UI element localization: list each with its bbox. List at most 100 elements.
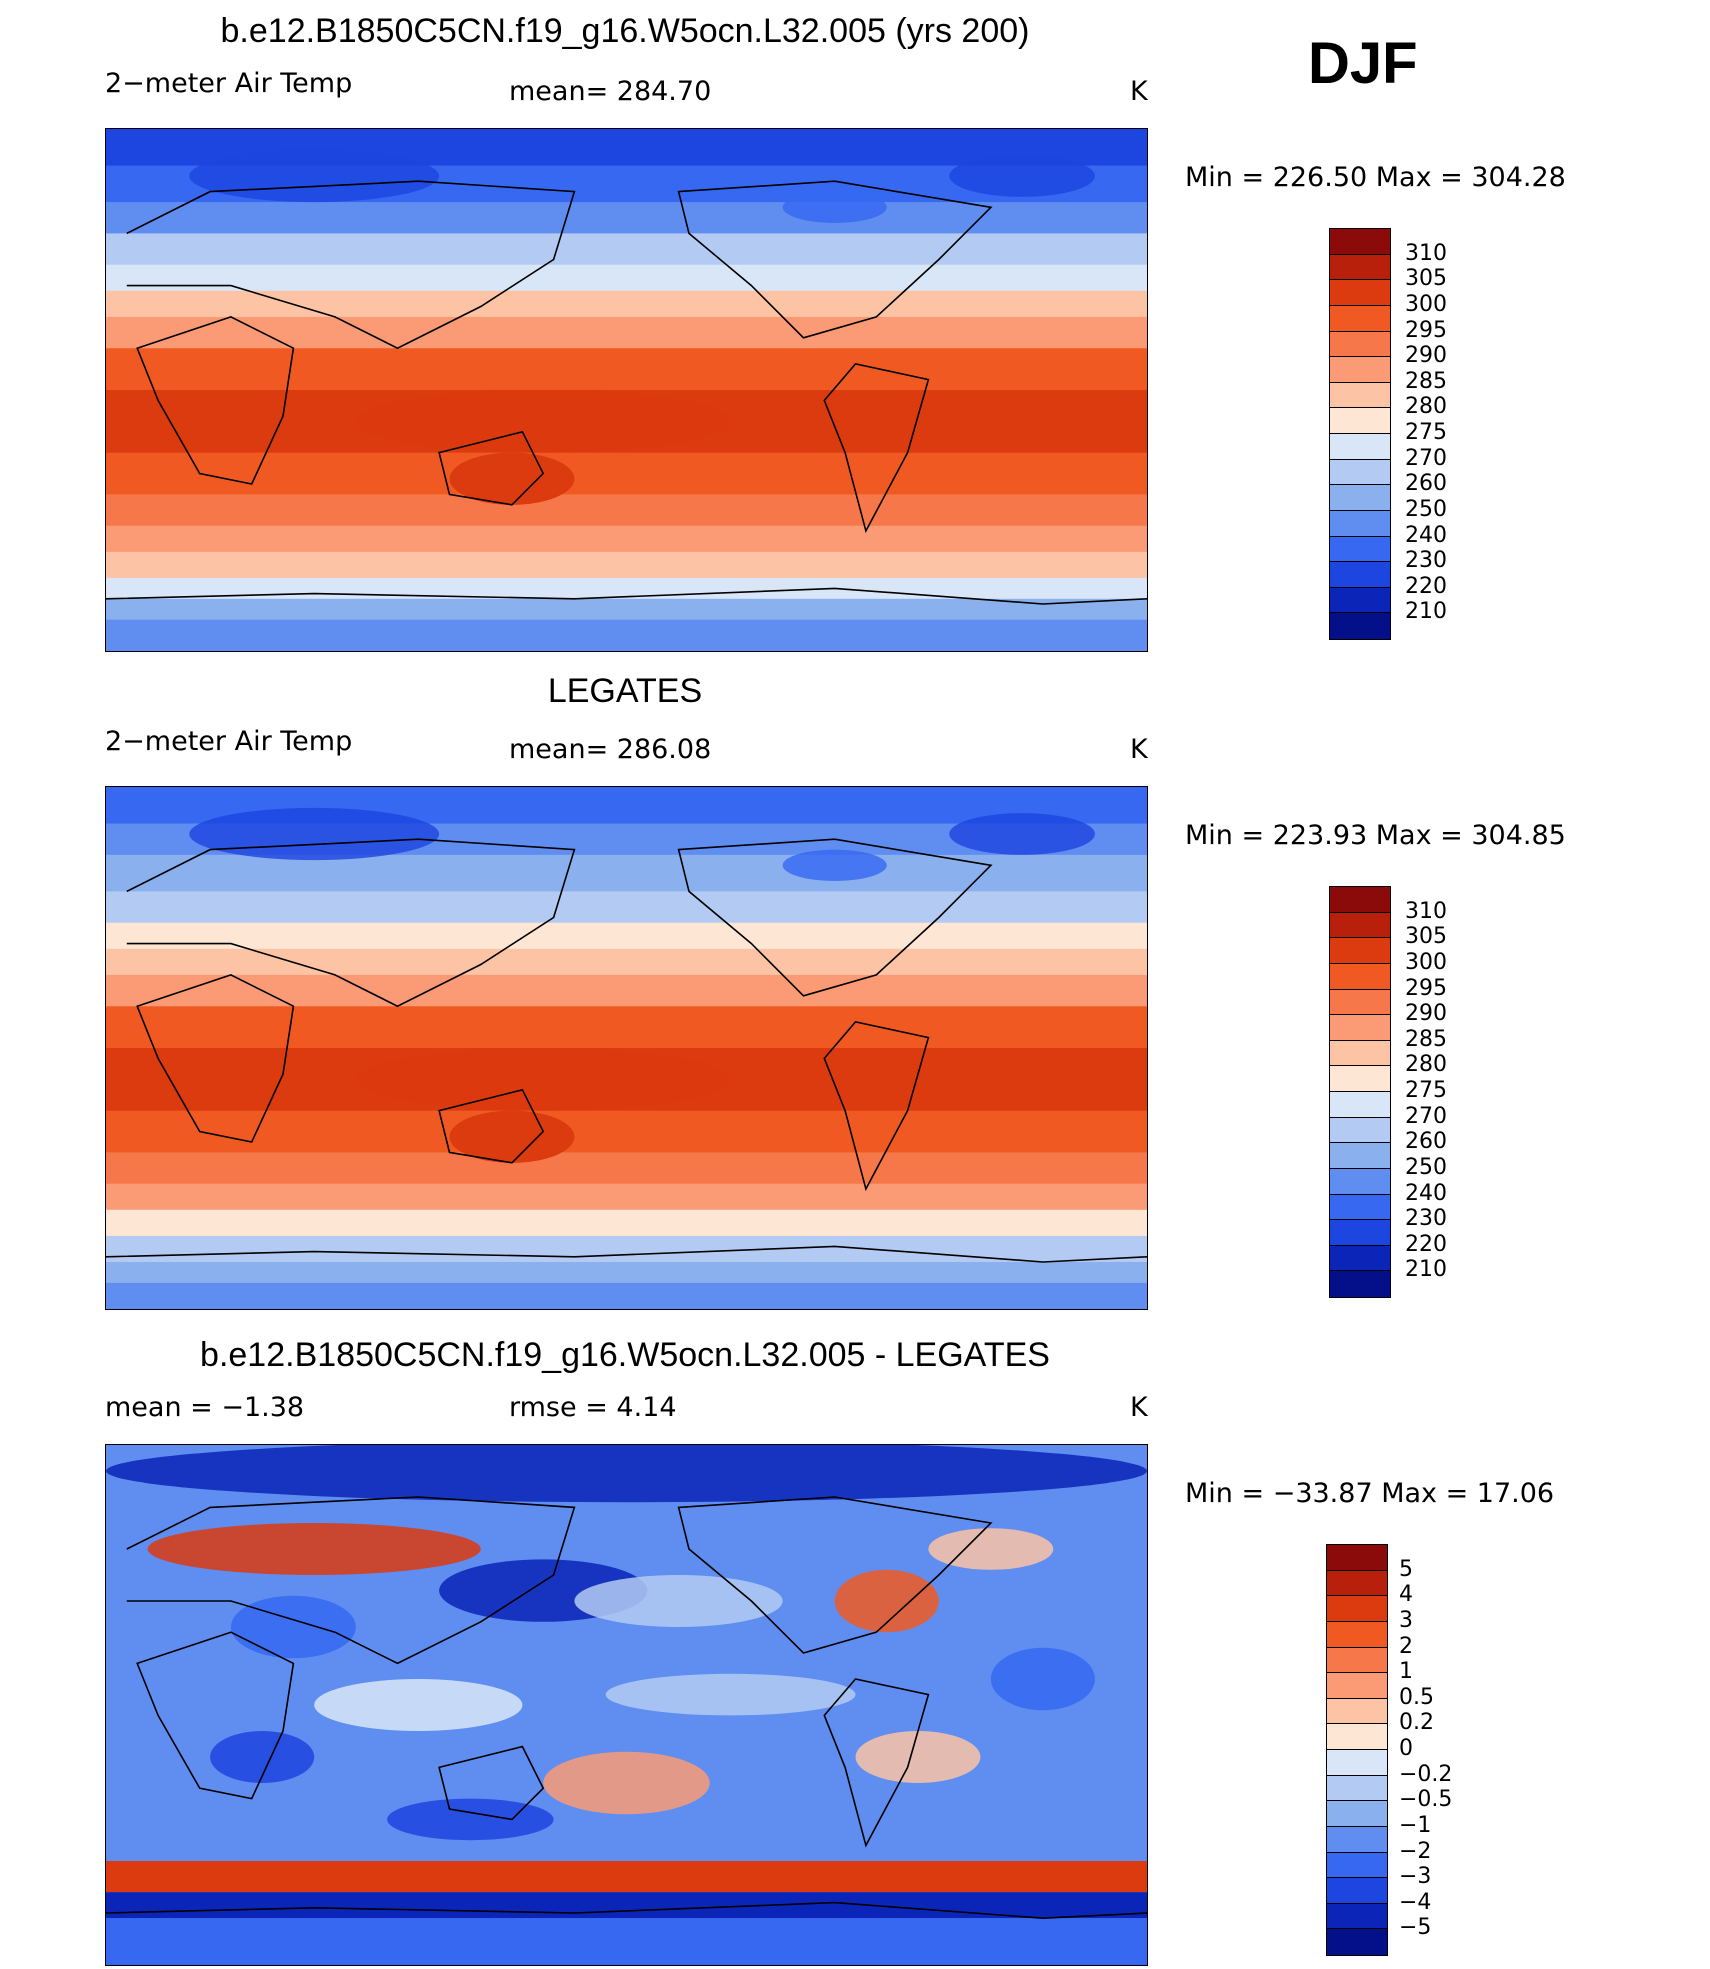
panel-3-minmax: Min = −33.87 Max = 17.06 xyxy=(1185,1478,1555,1509)
colorbar-tick-label: 310 xyxy=(1405,898,1447,924)
colorbar-swatch xyxy=(1330,1092,1390,1118)
colorbar-tick-label: 280 xyxy=(1405,1052,1447,1078)
colorbar-panel-1 xyxy=(1329,228,1391,640)
panel-2-units: K xyxy=(1130,734,1148,765)
panel-1-variable-label: 2−meter Air Temp xyxy=(105,68,353,99)
colorbar-swatch xyxy=(1330,938,1390,964)
colorbar-tick-label: −1 xyxy=(1399,1812,1432,1838)
colorbar-tick-label: −0.2 xyxy=(1399,1761,1453,1787)
panel-1-minmax: Min = 226.50 Max = 304.28 xyxy=(1185,162,1566,193)
colorbar-tick-label: 220 xyxy=(1405,573,1447,599)
colorbar-swatch xyxy=(1330,562,1390,588)
colorbar-tick-label: −2 xyxy=(1399,1838,1432,1864)
colorbar-swatch xyxy=(1330,989,1390,1016)
colorbar-tick-label: 2 xyxy=(1399,1633,1413,1659)
colorbar-tick-label: −3 xyxy=(1399,1864,1432,1890)
colorbar-tick-label: 260 xyxy=(1405,471,1447,497)
colorbar-tick-label: 295 xyxy=(1405,975,1447,1001)
colorbar-swatch xyxy=(1327,1775,1387,1802)
colorbar-tick-label: 210 xyxy=(1405,599,1447,625)
colorbar-tick-label: 270 xyxy=(1405,1103,1447,1129)
colorbar-tick-label: 1 xyxy=(1399,1659,1413,1685)
colorbar-tick-label: 250 xyxy=(1405,496,1447,522)
colorbar-tick-label: 240 xyxy=(1405,1180,1447,1206)
colorbar-swatch xyxy=(1327,1903,1387,1930)
panel-1-units: K xyxy=(1130,76,1148,107)
colorbar-tick-label: −0.5 xyxy=(1399,1787,1453,1813)
colorbar-swatch xyxy=(1330,587,1390,614)
colorbar-swatch xyxy=(1330,1040,1390,1067)
colorbar-tick-label: −4 xyxy=(1399,1889,1432,1915)
panel-2-map xyxy=(105,786,1148,1310)
panel-1-title: b.e12.B1850C5CN.f19_g16.W5ocn.L32.005 (y… xyxy=(220,12,1030,50)
colorbar-panel-2 xyxy=(1329,886,1391,1298)
panel-1-map xyxy=(105,128,1148,652)
colorbar-swatch xyxy=(1327,1698,1387,1725)
colorbar-swatch xyxy=(1327,1878,1387,1904)
colorbar-swatch xyxy=(1330,229,1390,255)
colorbar-swatch xyxy=(1327,1724,1387,1750)
colorbar-swatch xyxy=(1330,536,1390,563)
colorbar-swatch xyxy=(1330,1194,1390,1221)
panel-2-mean-label: mean= 286.08 xyxy=(509,734,712,765)
colorbar-swatch xyxy=(1327,1826,1387,1853)
colorbar-swatch xyxy=(1327,1647,1387,1674)
panel-1-temperature-field xyxy=(106,129,1147,651)
panel-3-difference-field xyxy=(106,1445,1147,1965)
colorbar-tick-label: 240 xyxy=(1405,522,1447,548)
colorbar-swatch xyxy=(1327,1621,1387,1648)
panel-3-title: b.e12.B1850C5CN.f19_g16.W5ocn.L32.005 - … xyxy=(200,1336,1050,1374)
colorbar-swatch xyxy=(1327,1801,1387,1827)
colorbar-swatch xyxy=(1330,357,1390,383)
colorbar-tick-label: 275 xyxy=(1405,420,1447,445)
colorbar-swatch xyxy=(1330,963,1390,990)
colorbar-swatch xyxy=(1327,1596,1387,1622)
colorbar-swatch xyxy=(1330,1220,1390,1246)
colorbar-tick-label: 300 xyxy=(1405,291,1447,317)
colorbar-tick-label: 290 xyxy=(1405,1001,1447,1027)
panel-2-minmax: Min = 223.93 Max = 304.85 xyxy=(1185,820,1566,851)
panel-3-map xyxy=(105,1444,1148,1966)
colorbar-swatch xyxy=(1330,1015,1390,1041)
colorbar-tick-label: 275 xyxy=(1405,1078,1447,1103)
colorbar-tick-label: 250 xyxy=(1405,1154,1447,1180)
colorbar-swatch xyxy=(1330,887,1390,913)
colorbar-tick-label: 285 xyxy=(1405,1026,1447,1052)
colorbar-tick-label: 0 xyxy=(1399,1736,1413,1761)
colorbar-swatch xyxy=(1330,1271,1390,1297)
colorbar-tick-label: 230 xyxy=(1405,1206,1447,1232)
colorbar-tick-label: 0.5 xyxy=(1399,1684,1434,1710)
colorbar-tick-label: 210 xyxy=(1405,1257,1447,1283)
panel-2-variable-label: 2−meter Air Temp xyxy=(105,726,353,757)
colorbar-tick-label: 310 xyxy=(1405,240,1447,266)
panel-2-title: LEGATES xyxy=(547,672,703,710)
colorbar-tick-label: 230 xyxy=(1405,548,1447,574)
colorbar-swatch xyxy=(1330,254,1390,281)
colorbar-tick-label: 260 xyxy=(1405,1129,1447,1155)
colorbar-swatch xyxy=(1327,1929,1387,1955)
colorbar-panel-3 xyxy=(1326,1544,1388,1956)
panel-3-rmse-label: rmse = 4.14 xyxy=(509,1392,677,1423)
colorbar-tick-label: 5 xyxy=(1399,1556,1413,1582)
colorbar-swatch xyxy=(1327,1570,1387,1597)
panel-3-mean-label: mean = −1.38 xyxy=(105,1392,305,1423)
colorbar-swatch xyxy=(1330,280,1390,306)
colorbar-swatch xyxy=(1330,485,1390,511)
colorbar-tick-label: 285 xyxy=(1405,368,1447,394)
colorbar-swatch xyxy=(1330,1168,1390,1195)
colorbar-swatch xyxy=(1330,382,1390,409)
colorbar-swatch xyxy=(1330,613,1390,639)
colorbar-tick-label: 4 xyxy=(1399,1582,1413,1608)
colorbar-swatch xyxy=(1330,408,1390,434)
colorbar-swatch xyxy=(1330,912,1390,939)
colorbar-tick-label: 270 xyxy=(1405,445,1447,471)
colorbar-tick-label: 280 xyxy=(1405,394,1447,420)
colorbar-swatch xyxy=(1327,1852,1387,1879)
colorbar-swatch xyxy=(1327,1673,1387,1699)
colorbar-tick-label: 295 xyxy=(1405,317,1447,343)
colorbar-tick-label: 305 xyxy=(1405,266,1447,292)
colorbar-swatch xyxy=(1330,1066,1390,1092)
colorbar-swatch xyxy=(1330,459,1390,486)
colorbar-swatch xyxy=(1327,1545,1387,1571)
season-label: DJF xyxy=(1308,31,1418,96)
